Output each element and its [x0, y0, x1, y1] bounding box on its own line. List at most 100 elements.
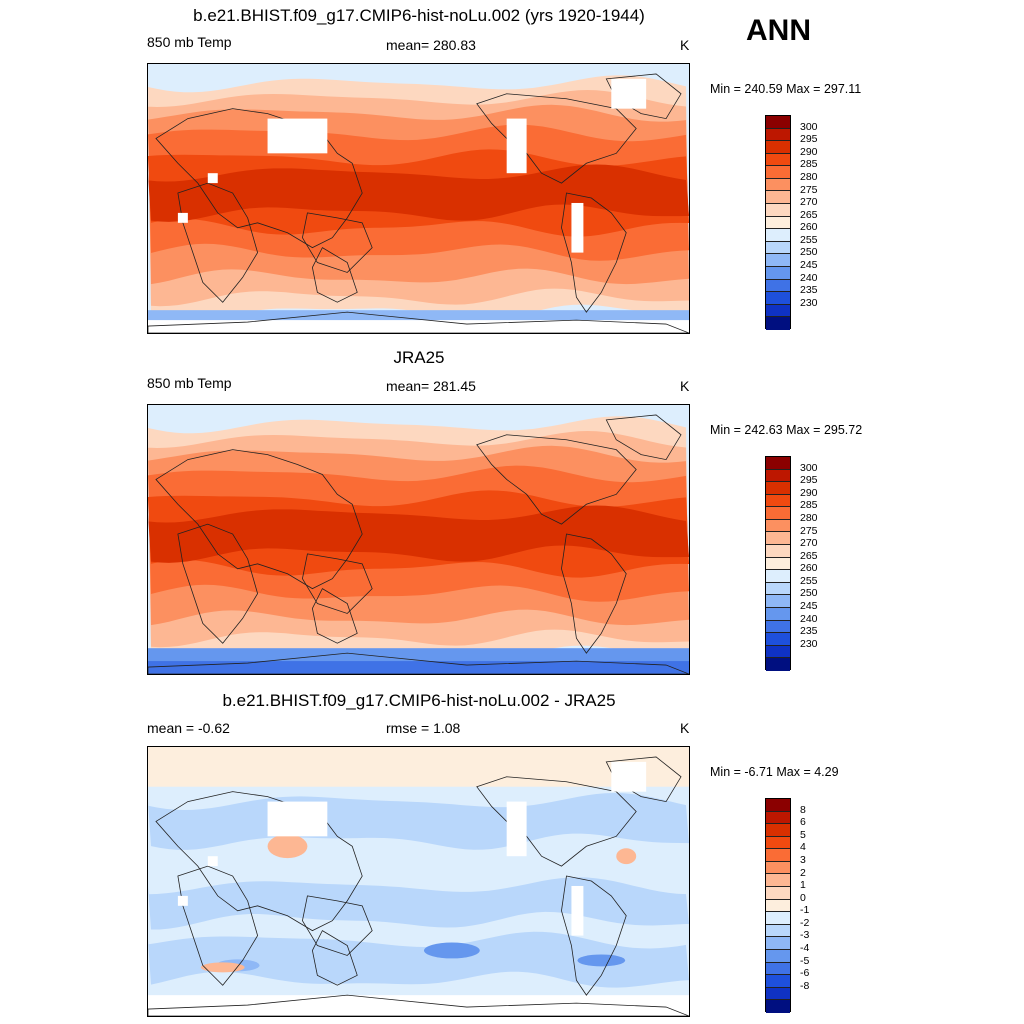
colorbar-box — [766, 204, 790, 217]
colorbar-tick-label: -6 — [800, 967, 810, 980]
colorbar-box — [766, 116, 790, 129]
cold-anomaly — [423, 942, 480, 959]
coastline — [476, 434, 637, 525]
colorbar-tick-label: 280 — [800, 511, 818, 524]
colorbar-tick-label: 5 — [800, 828, 806, 841]
antarctic-mask — [148, 995, 689, 1016]
colorbar-box — [766, 645, 790, 659]
colorbar-tick-label: 285 — [800, 158, 818, 171]
colorbar-box — [766, 494, 790, 508]
warm-region — [148, 747, 689, 787]
colorbar-box — [766, 924, 790, 938]
colorbar-box — [766, 266, 790, 280]
colorbar-tick-label: 245 — [800, 600, 818, 613]
colorbar-box — [766, 620, 790, 634]
cold-anomaly — [577, 954, 626, 967]
colorbar-tick-label: 1 — [800, 879, 806, 892]
coastline — [311, 247, 358, 303]
panel-title: b.e21.BHIST.f09_g17.CMIP6-hist-noLu.002 … — [222, 691, 616, 710]
colorbar-tick-label: -4 — [800, 942, 810, 955]
cold-band — [148, 877, 689, 930]
coastline — [561, 875, 627, 996]
panel-title: JRA25 — [393, 348, 445, 367]
colorbar-tick-label: 275 — [800, 183, 818, 196]
colorbar-box — [766, 607, 790, 621]
mean-label: mean= 281.45 — [386, 378, 476, 394]
colorbar-box — [766, 254, 790, 267]
colorbar-tick-label: -5 — [800, 954, 810, 967]
units-label: K — [680, 37, 690, 53]
colorbar-box — [766, 633, 790, 646]
variable-label: 850 mb Temp — [147, 34, 232, 50]
colorbar-box — [766, 304, 790, 318]
coastline — [148, 994, 689, 1016]
units-label: K — [680, 378, 690, 394]
colorbar-box — [766, 658, 790, 671]
coastline — [302, 212, 373, 273]
colorbar-box — [766, 975, 790, 988]
min-max-label: Min = -6.71 Max = 4.29 — [710, 765, 839, 779]
colorbar-box — [766, 532, 790, 546]
colorbar-box — [766, 557, 790, 571]
colorbar-tick-label: 280 — [800, 170, 818, 183]
colorbar-box — [766, 836, 790, 850]
colorbar-box — [766, 317, 790, 330]
missing-data-mask — [506, 118, 527, 174]
colorbar-box — [766, 128, 790, 142]
colorbar-tick-label: 250 — [800, 587, 818, 600]
colorbar-tick-label: 295 — [800, 133, 818, 146]
coastline — [177, 523, 259, 644]
colorbar-tick-label: 255 — [800, 574, 818, 587]
colorbar-tick-label: -8 — [800, 979, 810, 992]
colorbar-tick-label: 4 — [800, 841, 806, 854]
coastline — [148, 652, 689, 674]
season-label: ANN — [746, 14, 811, 47]
missing-data-mask — [611, 78, 647, 109]
colorbar-box — [766, 887, 790, 900]
colorbar-tick-label: 2 — [800, 866, 806, 879]
coastline — [311, 930, 358, 986]
colorbar-tick-label: 6 — [800, 816, 806, 829]
colorbar-box — [766, 987, 790, 1001]
colorbar-box — [766, 178, 790, 192]
colorbar-box — [766, 811, 790, 825]
colorbar-tick-label: 300 — [800, 461, 818, 474]
colorbar-tick-label: 265 — [800, 208, 818, 221]
colorbar-box — [766, 292, 790, 305]
colorbar-box — [766, 482, 790, 495]
antarctic-mask — [148, 320, 689, 333]
rmse-label: rmse = 1.08 — [386, 720, 461, 736]
colorbar-tick-label: 270 — [800, 537, 818, 550]
colorbar-box — [766, 582, 790, 596]
colorbar — [765, 798, 791, 1013]
colorbar-tick-label: 230 — [800, 637, 818, 650]
colorbar-box — [766, 519, 790, 533]
colorbar-tick-label: 230 — [800, 296, 818, 309]
coastline — [561, 533, 627, 654]
warm-anomaly — [200, 962, 245, 973]
colorbar-tick-label: 285 — [800, 499, 818, 512]
colorbar-tick-label: 270 — [800, 196, 818, 209]
colorbar-tick-label: -2 — [800, 916, 810, 929]
colorbar-box — [766, 507, 790, 520]
colorbar-box — [766, 595, 790, 608]
colorbar-tick-label: 245 — [800, 259, 818, 272]
colorbar-tick-label: 240 — [800, 612, 818, 625]
colorbar-box — [766, 824, 790, 837]
colorbar-box — [766, 861, 790, 875]
coastline — [155, 791, 363, 932]
missing-data-mask — [571, 202, 584, 253]
colorbar-tick-label: 260 — [800, 221, 818, 234]
colorbar-tick-label: 300 — [800, 120, 818, 133]
antarctic-colder — [148, 661, 689, 674]
missing-data-mask — [506, 801, 527, 857]
coastline — [177, 865, 259, 986]
map-canvas — [148, 405, 689, 674]
colorbar-box — [766, 191, 790, 205]
colorbar-box — [766, 469, 790, 483]
missing-data-mask — [207, 856, 218, 867]
colorbar-box — [766, 912, 790, 925]
colorbar-box — [766, 799, 790, 812]
colorbar — [765, 456, 791, 671]
coastline — [311, 588, 358, 644]
